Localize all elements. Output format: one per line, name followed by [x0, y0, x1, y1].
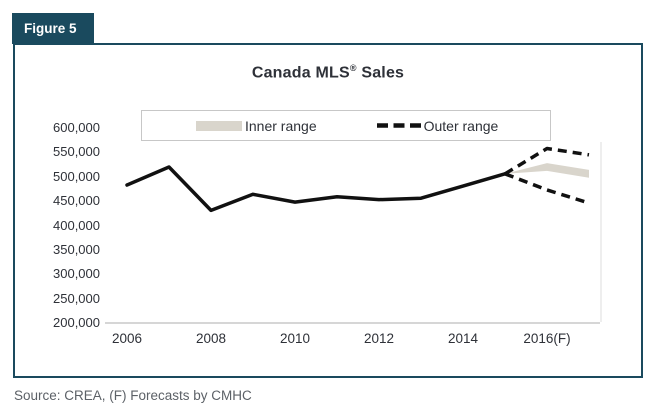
y-axis-tick-label: 250,000 [53, 290, 100, 306]
source-note: Source: CREA, (F) Forecasts by CMHC [14, 388, 252, 403]
registered-trademark-symbol: ® [349, 63, 357, 73]
mls-sales-actual-line [125, 165, 507, 213]
y-axis-tick-label: 550,000 [53, 144, 100, 160]
x-axis-tick-label: 2010 [279, 331, 311, 346]
figure-number-tab: Figure 5 [12, 13, 94, 44]
legend-label-inner-range: Inner range [245, 117, 317, 134]
y-axis-tick-label: 500,000 [53, 168, 100, 184]
chart-title-suffix: Sales [356, 64, 405, 82]
inner-range-band-swatch [196, 120, 242, 131]
outer-range-lower-dashed-line [504, 172, 590, 205]
x-axis-tick-label: 2016(F) [523, 331, 571, 346]
y-axis-tick-label: 350,000 [53, 241, 100, 257]
chart-title-prefix: Canada MLS [251, 64, 350, 82]
y-axis-tick-label: 200,000 [53, 315, 100, 330]
outer-range-dashed-swatch [376, 123, 421, 128]
x-axis-tick-label: 2008 [195, 331, 227, 346]
y-axis-tick-label: 450,000 [53, 193, 100, 209]
legend-item-outer-range: Outer range [376, 117, 499, 134]
chart-title: Canada MLS® Sales [13, 63, 643, 82]
chart-legend: Inner range Outer range [141, 110, 551, 141]
x-axis-tick-labels: 2006 2008 2010 2012 2014 2016(F) [0, 331, 665, 349]
legend-item-inner-range: Inner range [196, 118, 317, 134]
figure-border-box [13, 43, 643, 378]
y-axis-tick-label: 300,000 [53, 266, 100, 282]
legend-label-outer-range: Outer range [423, 117, 499, 134]
figure-number-label: Figure 5 [24, 21, 77, 36]
x-axis-tick-label: 2006 [111, 331, 143, 346]
y-axis-tick-labels: 600,000 550,000 500,000 450,000 400,000 350,0… [30, 0, 100, 419]
x-axis-tick-label: 2012 [363, 331, 395, 346]
inner-range-band [505, 163, 589, 178]
x-axis-tick-label: 2014 [447, 331, 479, 346]
y-axis-tick-label: 600,000 [53, 120, 100, 135]
outer-range-upper-dashed-line [504, 146, 590, 176]
y-axis-tick-label: 400,000 [53, 217, 100, 233]
